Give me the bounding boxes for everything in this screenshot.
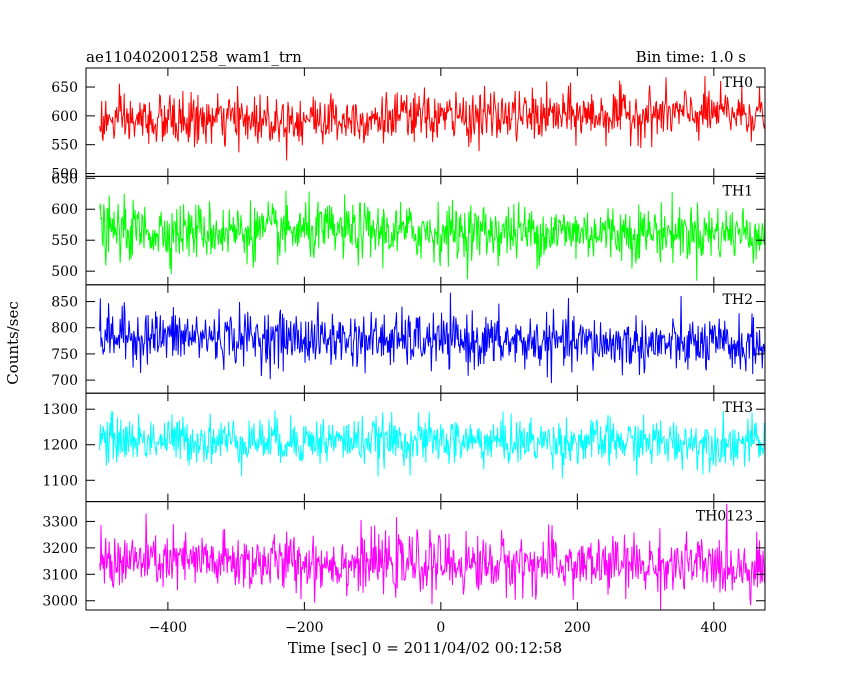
y-tick-label: 1100 bbox=[42, 473, 78, 489]
panel-label-th3: TH3 bbox=[723, 400, 753, 416]
panel-label-th0123: TH0123 bbox=[696, 509, 753, 525]
y-tick-label: 3300 bbox=[42, 514, 78, 530]
x-tick-label: 400 bbox=[700, 620, 727, 636]
series-th1 bbox=[99, 190, 765, 281]
y-tick-label: 600 bbox=[51, 202, 78, 218]
x-tick-label: 0 bbox=[436, 620, 445, 636]
series-th0 bbox=[99, 76, 765, 161]
y-tick-label: 600 bbox=[51, 109, 78, 125]
y-tick-label: 3200 bbox=[42, 541, 78, 557]
x-tick-label: −200 bbox=[285, 620, 323, 636]
panel-frame bbox=[85, 501, 766, 611]
y-tick-label: 550 bbox=[51, 233, 78, 249]
bin-time-label: Bin time: 1.0 s bbox=[636, 48, 746, 66]
panels-group: TH0 500 550 600 650 TH1 500 550 600 650 TH2 700 750 8… bbox=[42, 67, 766, 636]
panel-label-th2: TH2 bbox=[723, 292, 753, 308]
y-axis-label: Counts/sec bbox=[4, 301, 22, 385]
y-tick-label: 1200 bbox=[42, 438, 78, 454]
y-tick-label: 750 bbox=[51, 347, 78, 363]
chart-title: ae110402001258_wam1_trn bbox=[86, 48, 302, 66]
y-tick-label: 850 bbox=[51, 295, 78, 311]
x-tick-label: 200 bbox=[564, 620, 591, 636]
y-tick-label: 500 bbox=[51, 264, 78, 280]
y-tick-label: 550 bbox=[51, 138, 78, 154]
y-tick-label: 3000 bbox=[42, 594, 78, 610]
y-tick-label: 3100 bbox=[42, 567, 78, 583]
x-tick-label: −400 bbox=[149, 620, 187, 636]
y-tick-label: 650 bbox=[51, 171, 78, 187]
series-th2 bbox=[99, 292, 765, 384]
y-tick-label: 700 bbox=[51, 373, 78, 389]
y-tick-label: 1300 bbox=[42, 402, 78, 418]
y-tick-label: 500 bbox=[51, 167, 78, 183]
x-axis-label: Time [sec] 0 = 2011/04/02 00:12:58 bbox=[288, 639, 562, 657]
y-tick-label: 800 bbox=[51, 321, 78, 337]
series-th0123 bbox=[99, 503, 765, 610]
y-tick-label: 650 bbox=[51, 80, 78, 96]
panel-label-th1: TH1 bbox=[723, 183, 753, 199]
panel-label-th0: TH0 bbox=[723, 75, 753, 91]
series-th3 bbox=[99, 410, 765, 479]
